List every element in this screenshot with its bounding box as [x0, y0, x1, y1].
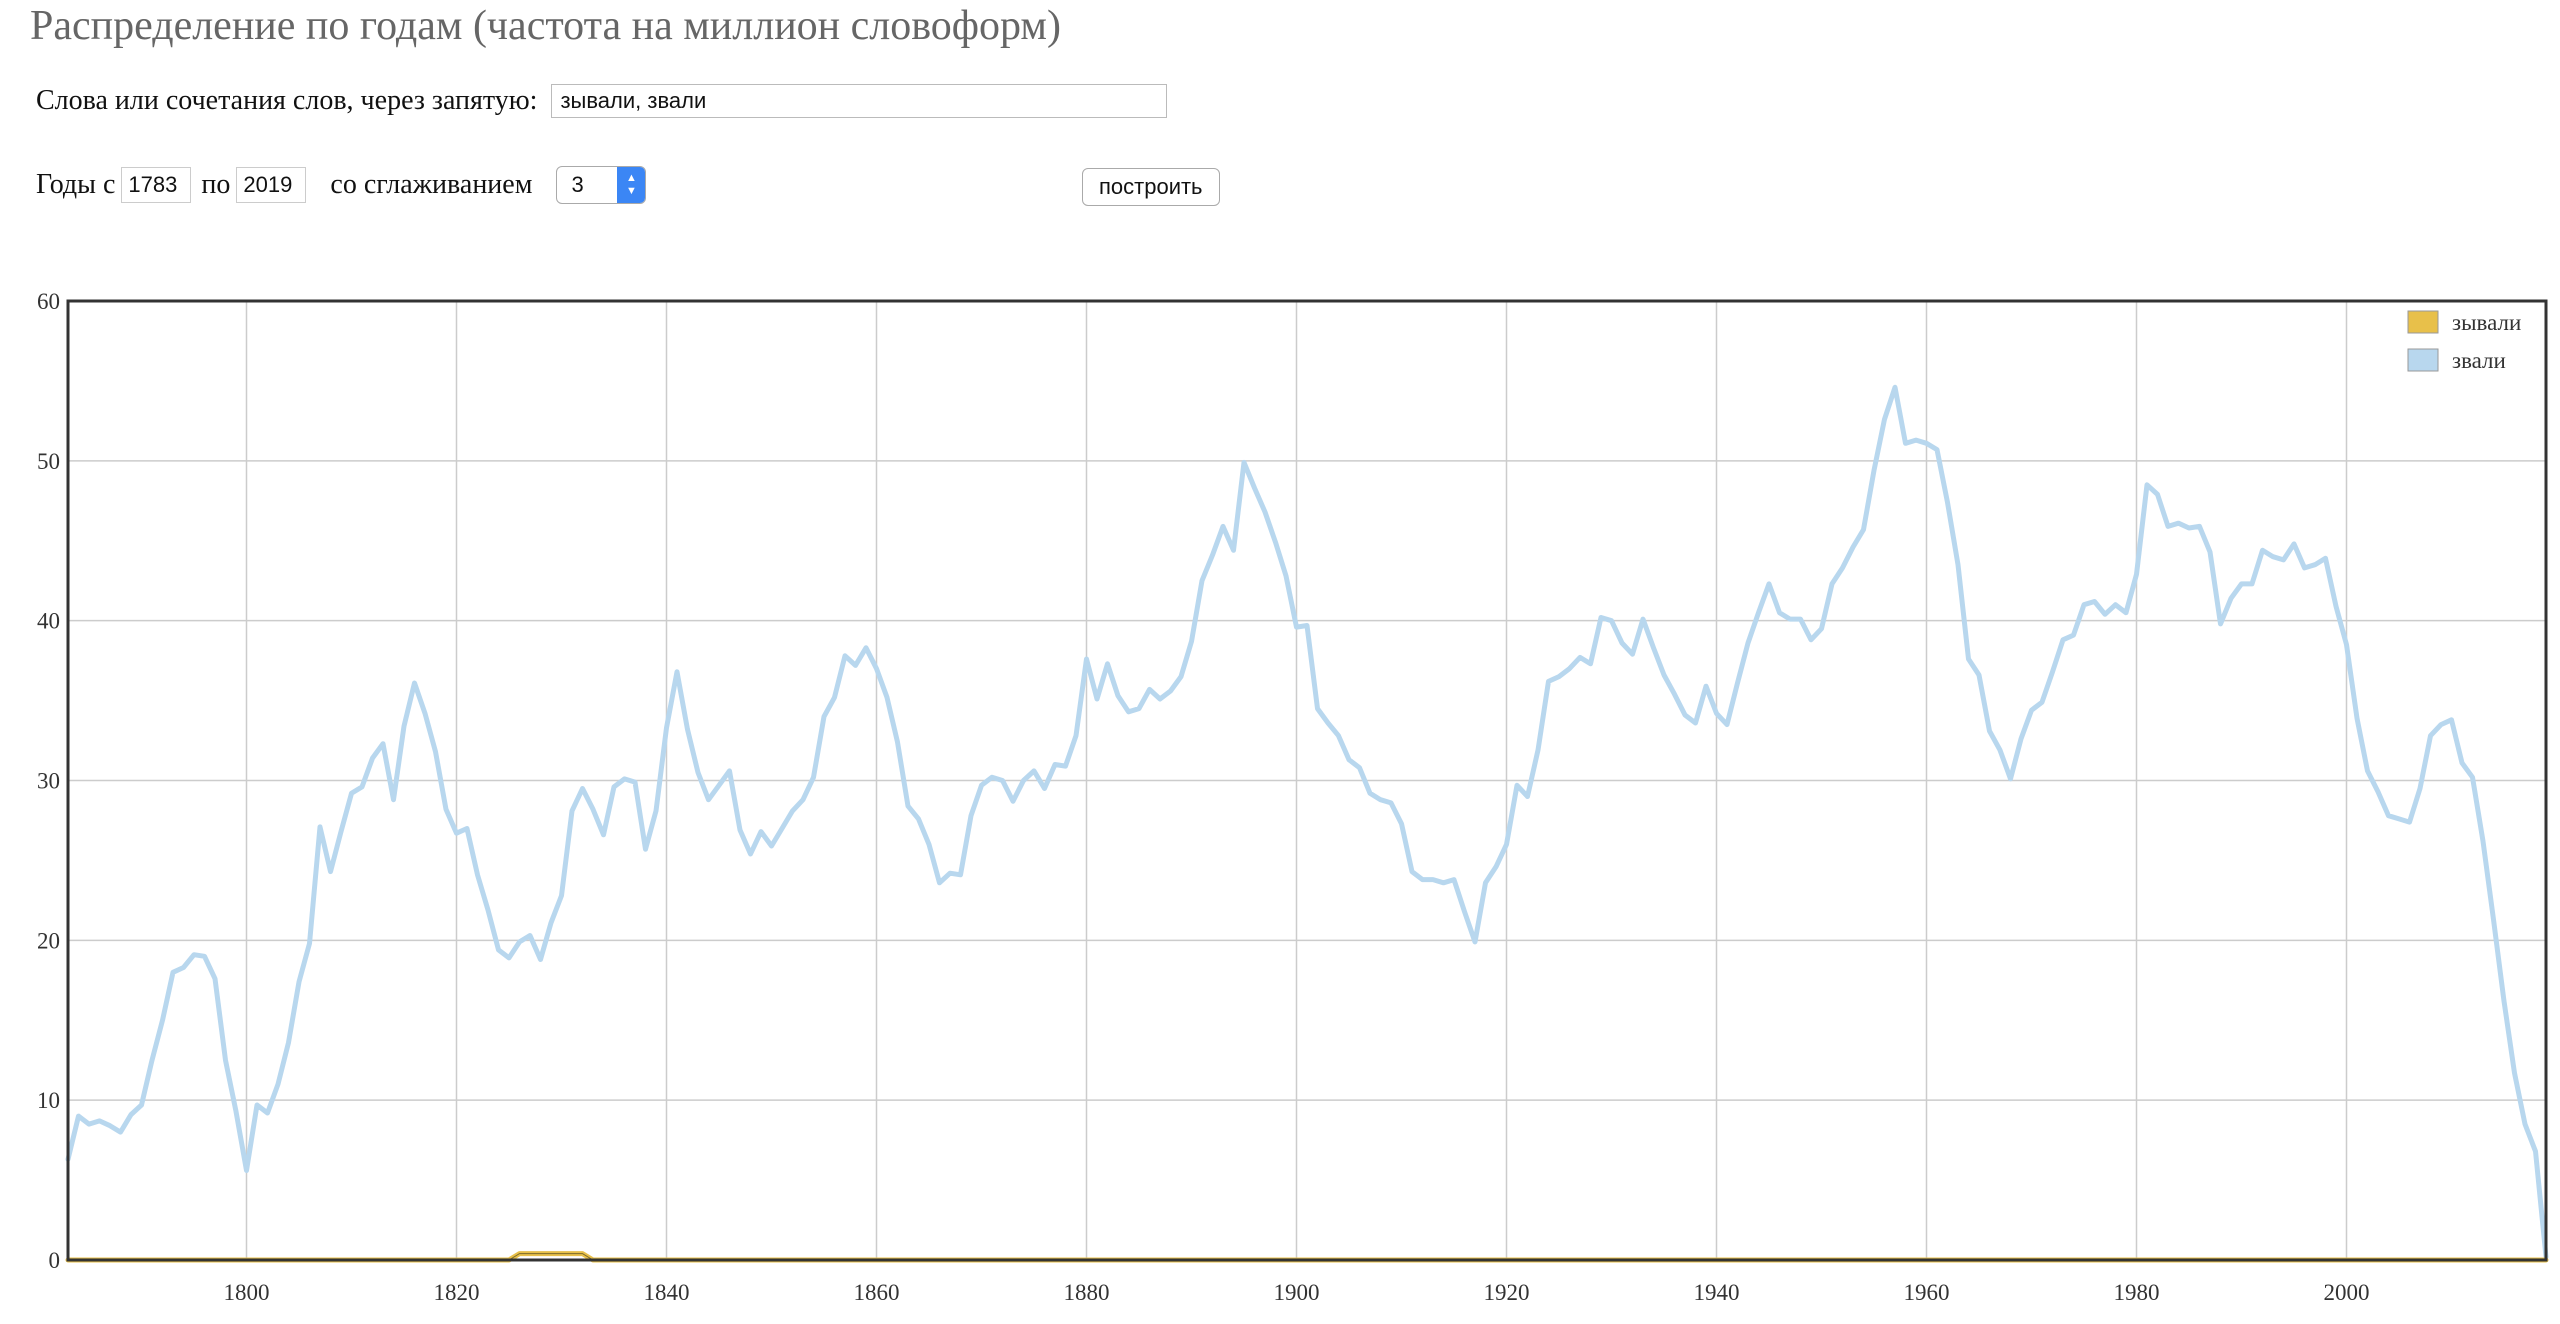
- words-label: Слова или сочетания слов, через запятую:: [36, 85, 538, 116]
- build-button[interactable]: построить: [1082, 168, 1220, 206]
- legend-swatch: [2407, 348, 2439, 372]
- x-tick-label: 1840: [644, 1280, 690, 1305]
- y-tick-label: 20: [37, 928, 60, 953]
- frequency-chart: 1800 1820 1840 1860 1880 1900 1920 1940 1960 1980…: [37, 289, 2549, 1305]
- smoothing-label: со сглаживанием: [330, 169, 533, 200]
- x-tick-label: 1900: [1274, 1280, 1320, 1305]
- axis-ticks: 1800 1820 1840 1860 1880 1900 1920 1940 1960 1980…: [37, 289, 2370, 1305]
- plot-frame: [66, 299, 2548, 1262]
- y-tick-label: 10: [37, 1088, 60, 1113]
- words-input[interactable]: [551, 84, 1168, 118]
- years-row: Годы с по со сглаживанием 3 ▲▼: [36, 166, 647, 204]
- words-row: Слова или сочетания слов, через запятую:: [36, 84, 1168, 118]
- legend-label: зывали: [2452, 310, 2521, 335]
- page-title: Распределение по годам (частота на милли…: [30, 3, 1061, 49]
- year-to-input[interactable]: [236, 167, 307, 203]
- smoothing-value: 3: [571, 172, 584, 197]
- chart-series: [65, 384, 2549, 1263]
- chevron-up-down-icon: ▲ ▼: [617, 167, 646, 203]
- x-tick-label: 1940: [1694, 1280, 1740, 1305]
- y-tick-label: 30: [37, 769, 60, 794]
- chart-legend: зывали звали: [2407, 310, 2521, 373]
- y-tick-label: 50: [37, 449, 60, 474]
- y-tick-label: 0: [49, 1248, 61, 1273]
- y-tick-label: 40: [37, 609, 60, 634]
- x-tick-label: 1960: [1904, 1280, 1950, 1305]
- years-to-label: по: [201, 169, 231, 200]
- legend-label: звали: [2452, 348, 2506, 373]
- x-tick-label: 1860: [854, 1280, 900, 1305]
- x-tick-label: 1820: [434, 1280, 480, 1305]
- year-from-input[interactable]: [121, 167, 192, 203]
- x-tick-label: 2000: [2324, 1280, 2370, 1305]
- legend-swatch: [2407, 310, 2439, 334]
- series-line: [65, 384, 2549, 1260]
- smoothing-select[interactable]: 3 ▲ ▼: [556, 166, 647, 204]
- x-tick-label: 1920: [1484, 1280, 1530, 1305]
- years-from-label: Годы с: [36, 169, 116, 200]
- x-tick-label: 1880: [1064, 1280, 1110, 1305]
- y-tick-label: 60: [37, 289, 60, 314]
- x-tick-label: 1800: [224, 1280, 270, 1305]
- x-tick-label: 1980: [2114, 1280, 2160, 1305]
